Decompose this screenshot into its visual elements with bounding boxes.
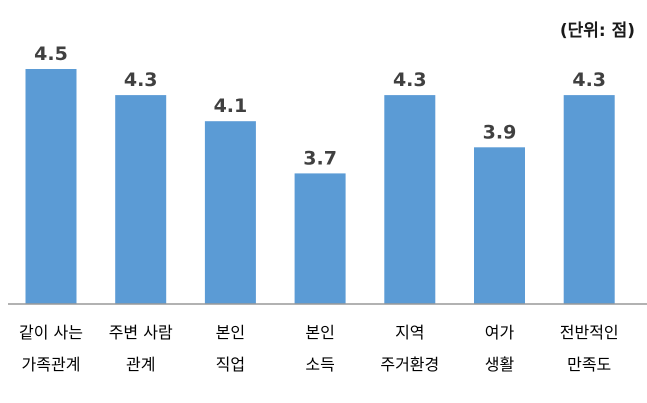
data-label: 3.9 (483, 121, 517, 143)
data-label: 4.3 (572, 69, 606, 91)
data-label: 4.3 (393, 69, 427, 91)
bar (474, 147, 525, 304)
bar (384, 95, 436, 304)
bar (115, 95, 167, 304)
category-label: 전반적인 만족도 (560, 323, 619, 374)
bar (25, 69, 77, 304)
data-label: 4.3 (124, 69, 158, 91)
category-label: 주변 사람 관계 (109, 323, 173, 374)
bar (204, 121, 256, 304)
category-label: 본인 소득 (305, 323, 334, 374)
unit-label: (단위: 점) (559, 21, 635, 41)
bars-group (25, 69, 615, 304)
category-labels-group: 같이 사는 가족관계 주변 사람 관계 본인 직업 본인 소득 지역 주거환경 여가 생활 전반적인 만족… (19, 323, 619, 374)
category-label: 지역 주거환경 (380, 323, 439, 374)
category-label: 본인 직업 (216, 323, 245, 374)
data-label: 4.1 (214, 95, 248, 117)
value-labels-group: 4.5 4.3 4.1 3.7 4.3 3.9 4.3 (34, 43, 606, 169)
data-label: 3.7 (303, 147, 337, 169)
bar (563, 95, 615, 304)
bar (294, 173, 346, 304)
data-label: 4.5 (34, 43, 68, 65)
category-label: 같이 사는 가족관계 (19, 323, 83, 374)
category-label: 여가 생활 (485, 323, 515, 374)
